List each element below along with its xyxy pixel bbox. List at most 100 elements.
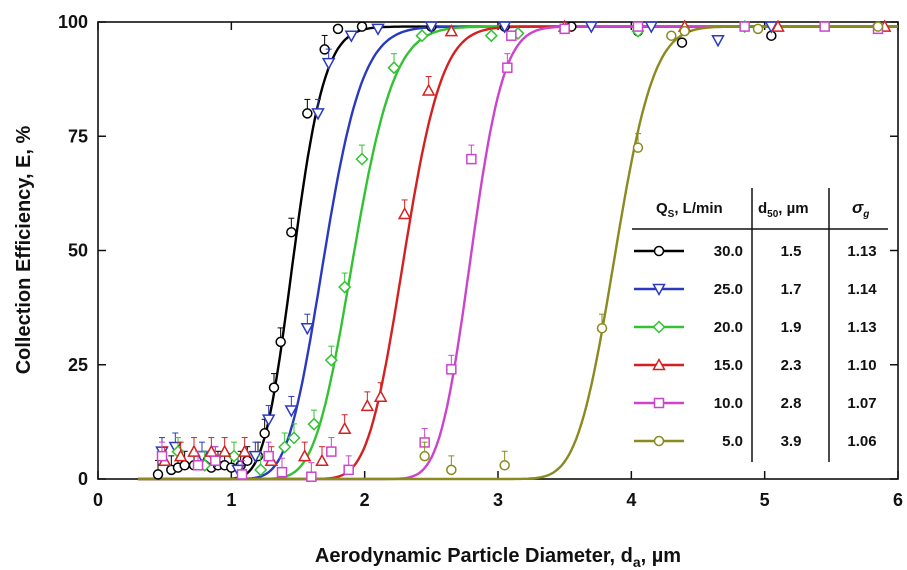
circle-marker — [420, 452, 429, 461]
x-tick-label: 6 — [893, 490, 903, 510]
diamond-marker — [357, 154, 368, 165]
legend-d50-value: 1.7 — [781, 281, 802, 298]
circle-marker — [754, 24, 763, 33]
square-marker — [820, 22, 829, 31]
circle-marker — [358, 22, 367, 31]
y-tick-label: 100 — [58, 12, 88, 32]
square-marker — [158, 452, 167, 461]
triangle-down-marker — [373, 24, 384, 34]
legend-sigma-value: 1.07 — [847, 395, 876, 412]
circle-marker — [154, 470, 163, 479]
axes-frame-layer — [98, 22, 898, 479]
legend-sigma-value: 1.14 — [847, 281, 877, 298]
legend-row: 20.0 1.9 1.13 — [634, 319, 877, 336]
circle-marker — [180, 461, 189, 470]
circle-marker — [874, 22, 883, 31]
circle-marker — [260, 429, 269, 438]
legend-qs-value: 30.0 — [714, 243, 743, 260]
square-marker — [467, 155, 476, 164]
x-axis-title-sub: a — [633, 554, 641, 570]
square-marker — [264, 452, 273, 461]
x-tick-label: 4 — [626, 490, 636, 510]
legend-row: 25.0 1.7 1.14 — [634, 281, 877, 298]
square-marker — [194, 461, 203, 470]
legend-row: 15.0 2.3 1.10 — [634, 357, 877, 374]
square-marker — [327, 447, 336, 456]
square-marker — [655, 399, 664, 408]
x-axis-title: Aerodynamic Particle Diameter, da, µm — [315, 545, 681, 570]
square-marker — [503, 63, 512, 72]
legend-d50-value: 1.9 — [781, 319, 802, 336]
y-tick-label: 25 — [68, 355, 88, 375]
legend-qs-value: 10.0 — [714, 395, 743, 412]
x-tick-label: 3 — [493, 490, 503, 510]
legend-rows: 30.0 1.5 1.13 25.0 1.7 1.14 20.0 1.9 1.13 15.0 2.3… — [634, 243, 877, 450]
x-tick-label: 0 — [93, 490, 103, 510]
circle-marker — [634, 143, 643, 152]
circle-marker — [276, 337, 285, 346]
y-axis-title: Collection Efficiency, E, % — [13, 125, 35, 374]
legend-d50-value: 2.3 — [781, 357, 802, 374]
legend-qs-value: 15.0 — [714, 357, 743, 374]
legend-qs-value: 20.0 — [714, 319, 743, 336]
circle-marker — [655, 247, 664, 256]
tick-labels-layer: 0 1 2 3 4 5 6 0 25 50 75 100 — [58, 12, 903, 510]
legend-row: 5.0 3.9 1.06 — [634, 433, 877, 450]
y-tick-label: 75 — [68, 126, 88, 146]
circle-marker — [655, 437, 664, 446]
legend-sigma-value: 1.13 — [847, 243, 876, 260]
legend-qs-value: 5.0 — [722, 433, 743, 450]
square-marker — [560, 24, 569, 33]
x-tick-label: 5 — [760, 490, 770, 510]
plot-frame — [98, 22, 898, 479]
legend-row: 30.0 1.5 1.13 — [634, 243, 877, 260]
x-axis-title-main: Aerodynamic Particle Diameter, d — [315, 545, 633, 567]
x-tick-label: 1 — [226, 490, 236, 510]
triangle-down-marker — [323, 59, 334, 69]
legend-header-sigma: σg — [852, 198, 869, 220]
circle-marker — [678, 38, 687, 47]
legend-d50-value: 1.5 — [781, 243, 802, 260]
legend-header-d50: d50, µm — [758, 200, 809, 220]
square-marker — [447, 365, 456, 374]
square-marker — [740, 22, 749, 31]
circle-marker — [447, 465, 456, 474]
legend-sigma-value: 1.10 — [847, 357, 876, 374]
triangle-up-marker — [375, 391, 386, 401]
diamond-marker — [279, 442, 290, 453]
triangle-up-marker — [317, 455, 328, 465]
legend-d50-value: 3.9 — [781, 433, 802, 450]
legend-sigma-value: 1.06 — [847, 433, 876, 450]
diamond-marker — [486, 30, 497, 41]
circle-marker — [334, 24, 343, 33]
circle-marker — [303, 109, 312, 118]
legend-d50-value: 2.8 — [781, 395, 802, 412]
legend-sigma-value: 1.13 — [847, 319, 876, 336]
circle-marker — [598, 324, 607, 333]
circle-marker — [270, 383, 279, 392]
x-tick-label: 2 — [360, 490, 370, 510]
x-axis-title-unit: , µm — [641, 545, 681, 567]
y-tick-label: 0 — [78, 469, 88, 489]
triangle-down-marker — [713, 36, 724, 46]
square-marker — [307, 472, 316, 481]
square-marker — [278, 468, 287, 477]
square-marker — [507, 31, 516, 40]
triangle-up-marker — [423, 85, 434, 95]
legend-qs-value: 25.0 — [714, 281, 743, 298]
circle-marker — [680, 27, 689, 36]
square-marker — [634, 22, 643, 31]
diamond-marker — [654, 322, 665, 333]
circle-marker — [667, 31, 676, 40]
circle-marker — [287, 228, 296, 237]
triangle-up-marker — [362, 400, 373, 410]
legend-table: QS, L/min d50, µm σg 30.0 1.5 1.1325.0 1.7 1… — [632, 188, 888, 462]
y-tick-label: 50 — [68, 241, 88, 261]
diamond-marker — [417, 30, 428, 41]
square-marker — [344, 465, 353, 474]
circle-marker — [500, 461, 509, 470]
legend-row: 10.0 2.8 1.07 — [634, 395, 877, 412]
triangle-up-marker — [339, 423, 350, 433]
triangle-up-marker — [399, 208, 410, 218]
